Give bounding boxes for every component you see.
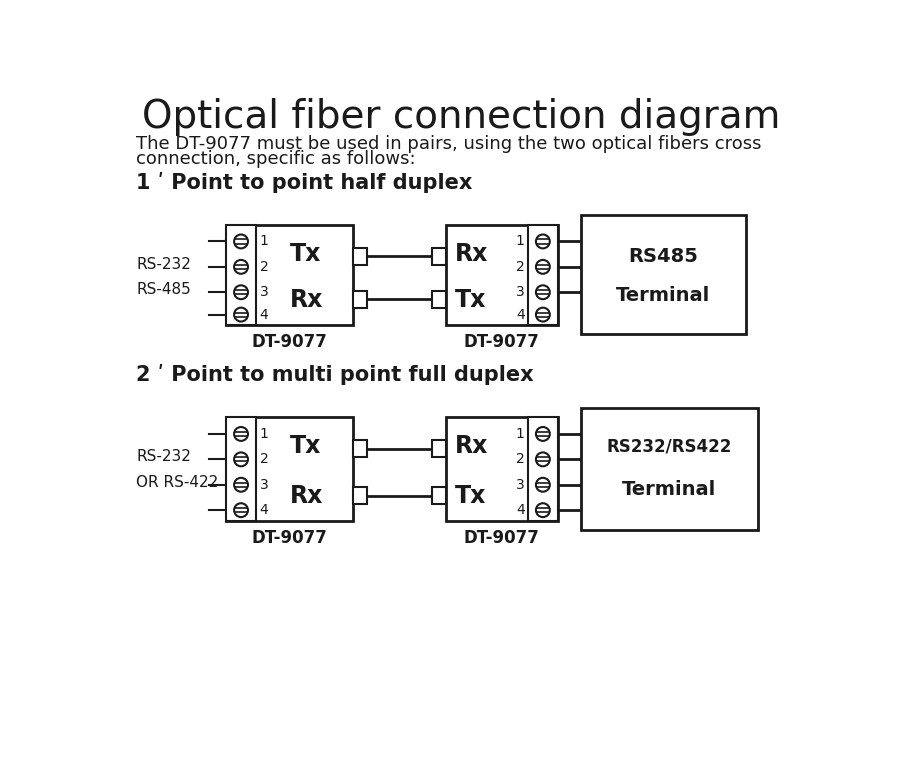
Text: Optical fiber connection diagram: Optical fiber connection diagram — [142, 98, 780, 136]
Text: 4: 4 — [516, 503, 525, 517]
Text: 3: 3 — [516, 285, 525, 300]
Text: 3: 3 — [259, 285, 268, 300]
Bar — [354, 247, 367, 264]
Text: 2 ʹ Point to multi point full duplex: 2 ʹ Point to multi point full duplex — [136, 364, 534, 385]
Text: 4: 4 — [259, 307, 268, 321]
Text: 4: 4 — [516, 307, 525, 321]
Text: Tx: Tx — [291, 242, 321, 266]
Bar — [446, 417, 557, 521]
Circle shape — [234, 260, 248, 274]
Text: Rx: Rx — [455, 434, 489, 459]
Bar — [432, 440, 446, 457]
Circle shape — [536, 285, 550, 300]
Bar — [227, 417, 354, 521]
Circle shape — [234, 307, 248, 321]
Text: 2: 2 — [516, 452, 525, 466]
Bar — [354, 440, 367, 457]
Bar — [227, 225, 256, 324]
Circle shape — [536, 427, 550, 441]
Bar — [580, 408, 758, 530]
Text: Tx: Tx — [291, 434, 321, 459]
Bar — [528, 225, 557, 324]
Text: RS-485: RS-485 — [136, 282, 191, 297]
Text: DT-9077: DT-9077 — [464, 529, 540, 547]
Circle shape — [536, 307, 550, 321]
Circle shape — [234, 235, 248, 248]
Bar — [432, 247, 446, 264]
Text: Rx: Rx — [455, 242, 489, 266]
Bar — [432, 291, 446, 307]
Bar — [227, 417, 256, 521]
Circle shape — [234, 478, 248, 491]
Text: 2: 2 — [259, 260, 268, 274]
Text: RS-232: RS-232 — [136, 257, 191, 272]
Text: DT-9077: DT-9077 — [252, 332, 328, 350]
Circle shape — [234, 503, 248, 517]
Bar — [432, 487, 446, 504]
Circle shape — [536, 503, 550, 517]
Text: Terminal: Terminal — [622, 480, 716, 499]
Bar — [354, 291, 367, 307]
Text: Rx: Rx — [291, 484, 324, 509]
Text: 1: 1 — [259, 235, 268, 249]
Text: Tx: Tx — [455, 484, 487, 509]
Bar — [528, 417, 557, 521]
Circle shape — [536, 260, 550, 274]
Bar — [354, 487, 367, 504]
Text: Terminal: Terminal — [616, 286, 710, 306]
Text: Rx: Rx — [291, 288, 324, 312]
Text: The DT-9077 must be used in pairs, using the two optical fibers cross: The DT-9077 must be used in pairs, using… — [136, 135, 761, 153]
Text: 3: 3 — [259, 478, 268, 491]
Text: 2: 2 — [516, 260, 525, 274]
Circle shape — [234, 452, 248, 466]
Text: DT-9077: DT-9077 — [464, 332, 540, 350]
Bar — [446, 225, 557, 324]
Text: 4: 4 — [259, 503, 268, 517]
Text: 1 ʹ Point to point half duplex: 1 ʹ Point to point half duplex — [136, 172, 472, 193]
Text: OR RS-422: OR RS-422 — [136, 475, 219, 490]
Text: RS485: RS485 — [628, 247, 698, 266]
Circle shape — [234, 427, 248, 441]
Text: 1: 1 — [516, 235, 525, 249]
Circle shape — [536, 452, 550, 466]
Text: connection, specific as follows:: connection, specific as follows: — [136, 150, 416, 168]
Text: RS232/RS422: RS232/RS422 — [607, 438, 732, 456]
Text: Tx: Tx — [455, 288, 487, 312]
Bar — [227, 225, 354, 324]
Text: RS-232: RS-232 — [136, 449, 191, 464]
Text: 1: 1 — [516, 427, 525, 441]
Bar — [580, 215, 746, 334]
Text: 3: 3 — [516, 478, 525, 491]
Circle shape — [536, 235, 550, 248]
Circle shape — [234, 285, 248, 300]
Text: 1: 1 — [259, 427, 268, 441]
Text: DT-9077: DT-9077 — [252, 529, 328, 547]
Text: 2: 2 — [259, 452, 268, 466]
Circle shape — [536, 478, 550, 491]
